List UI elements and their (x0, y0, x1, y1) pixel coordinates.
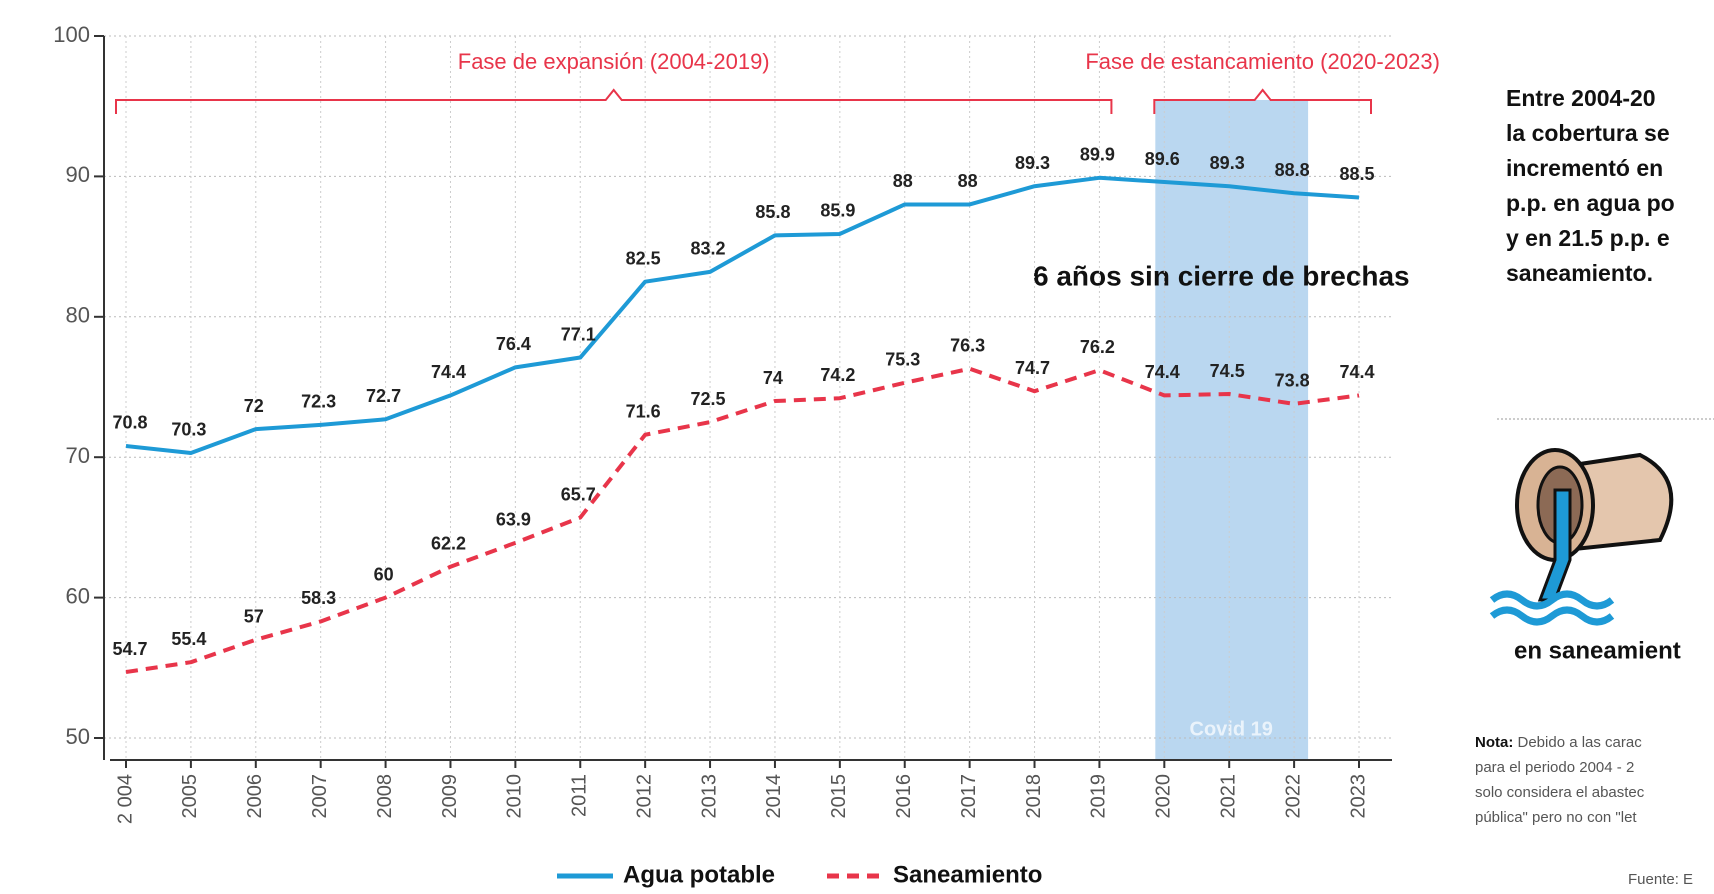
x-tick-label: 2023 (1347, 774, 1369, 819)
data-label: 58.3 (301, 588, 336, 608)
legend-label: Saneamiento (893, 861, 1042, 888)
data-label: 55.4 (171, 629, 206, 649)
data-label: 88.8 (1275, 160, 1310, 180)
x-tick-label: 2012 (633, 774, 655, 819)
data-label: 72 (244, 396, 264, 416)
x-tick-label: 2 004 (114, 774, 136, 824)
side-text: Entre 2004-20 (1506, 85, 1656, 111)
data-label: 62.2 (431, 533, 466, 553)
data-label: 65.7 (561, 484, 596, 504)
data-label: 70.3 (171, 420, 206, 440)
data-label: 73.8 (1275, 371, 1310, 391)
data-label: 72.7 (366, 386, 401, 406)
x-tick-label: 2011 (569, 774, 591, 817)
data-label: 76.3 (950, 335, 985, 355)
series-line (125, 175, 1360, 455)
data-label: 60 (374, 564, 394, 584)
data-label: 74.7 (1015, 358, 1050, 378)
x-tick-label: 2008 (374, 774, 396, 819)
side-text: incrementó en (1506, 155, 1663, 181)
data-label: 54.7 (112, 639, 147, 659)
data-label: 76.4 (496, 334, 531, 354)
covid-band (1155, 100, 1309, 760)
note: pública" pero no con "let (1475, 809, 1637, 826)
data-label: 83.2 (691, 239, 726, 259)
y-tick-label: 50 (66, 724, 90, 749)
x-tick-label: 2007 (309, 774, 331, 819)
x-tick-label: 2005 (179, 774, 201, 819)
x-tick-label: 2018 (1023, 774, 1045, 819)
y-tick-label: 80 (66, 303, 90, 328)
data-label: 77.1 (561, 324, 596, 344)
note: Nota: Debido a las carac (1475, 734, 1642, 751)
x-tick-label: 2015 (828, 774, 850, 819)
x-tick-label: 2014 (763, 774, 785, 819)
y-tick-label: 60 (66, 583, 90, 608)
side-text: la cobertura se (1506, 120, 1670, 146)
x-tick-label: 2013 (698, 774, 720, 819)
x-tick-label: 2006 (244, 774, 266, 819)
series-line (125, 366, 1360, 674)
data-label: 89.3 (1015, 153, 1050, 173)
phase-label: Fase de expansión (2004-2019) (458, 49, 770, 74)
data-label: 82.5 (626, 248, 661, 268)
side-panel: Entre 2004-20 la cobertura se incrementó e… (1475, 85, 1714, 888)
data-label: 74 (763, 368, 783, 388)
legend-label: Agua potable (623, 861, 775, 888)
x-tick-label: 2016 (893, 774, 915, 819)
data-label: 72.5 (691, 389, 726, 409)
x-tick-label: 2022 (1282, 774, 1304, 819)
data-label: 89.6 (1145, 149, 1180, 169)
data-label: 71.6 (626, 401, 661, 421)
note: para el periodo 2004 - 2 (1475, 759, 1634, 776)
data-label: 85.9 (820, 201, 855, 221)
side-text: y en 21.5 p.p. e (1506, 225, 1670, 251)
source: Fuente: E (1628, 871, 1693, 888)
phase-label: Fase de estancamiento (2020-2023) (1085, 49, 1440, 74)
note-text: Debido a las carac (1513, 734, 1642, 751)
data-label: 74.5 (1210, 361, 1245, 381)
x-tick-label: 2010 (504, 774, 526, 819)
data-label: 72.3 (301, 392, 336, 412)
data-label: 75.3 (885, 350, 920, 370)
data-label: 63.9 (496, 510, 531, 530)
note-title: Nota: (1475, 734, 1513, 751)
data-label: 85.8 (755, 202, 790, 222)
data-label: 74.4 (1145, 362, 1180, 382)
icon-label: en saneamient (1514, 637, 1681, 664)
data-label: 74.2 (820, 365, 855, 385)
x-tick-label: 2021 (1217, 774, 1239, 819)
x-tick-label: 2019 (1088, 774, 1110, 819)
data-label: 89.9 (1080, 145, 1115, 165)
gap-annotation: 6 años sin cierre de brechas (1033, 260, 1410, 291)
y-tick-label: 100 (53, 22, 90, 47)
x-tick-label: 2009 (439, 774, 461, 819)
data-label: 88.5 (1339, 164, 1374, 184)
data-label: 74.4 (1339, 362, 1374, 382)
data-label: 76.2 (1080, 337, 1115, 357)
side-text: saneamiento. (1506, 260, 1653, 286)
data-label: 57 (244, 606, 264, 626)
note: solo considera el abastec (1475, 784, 1645, 801)
phase-bracket (1153, 88, 1372, 114)
x-tick-label: 2017 (958, 774, 980, 819)
pipe-icon (1489, 448, 1674, 626)
y-tick-label: 70 (66, 443, 90, 468)
phase-bracket (115, 88, 1113, 114)
y-tick-label: 90 (66, 162, 90, 187)
covid-label: Covid 19 (1190, 718, 1273, 740)
data-label: 70.8 (112, 413, 147, 433)
data-label: 88 (893, 171, 913, 191)
data-label: 88 (958, 171, 978, 191)
data-label: 89.3 (1210, 153, 1245, 173)
side-text: p.p. en agua po (1506, 190, 1675, 216)
x-tick-label: 2020 (1153, 774, 1175, 819)
data-label: 74.4 (431, 362, 466, 382)
